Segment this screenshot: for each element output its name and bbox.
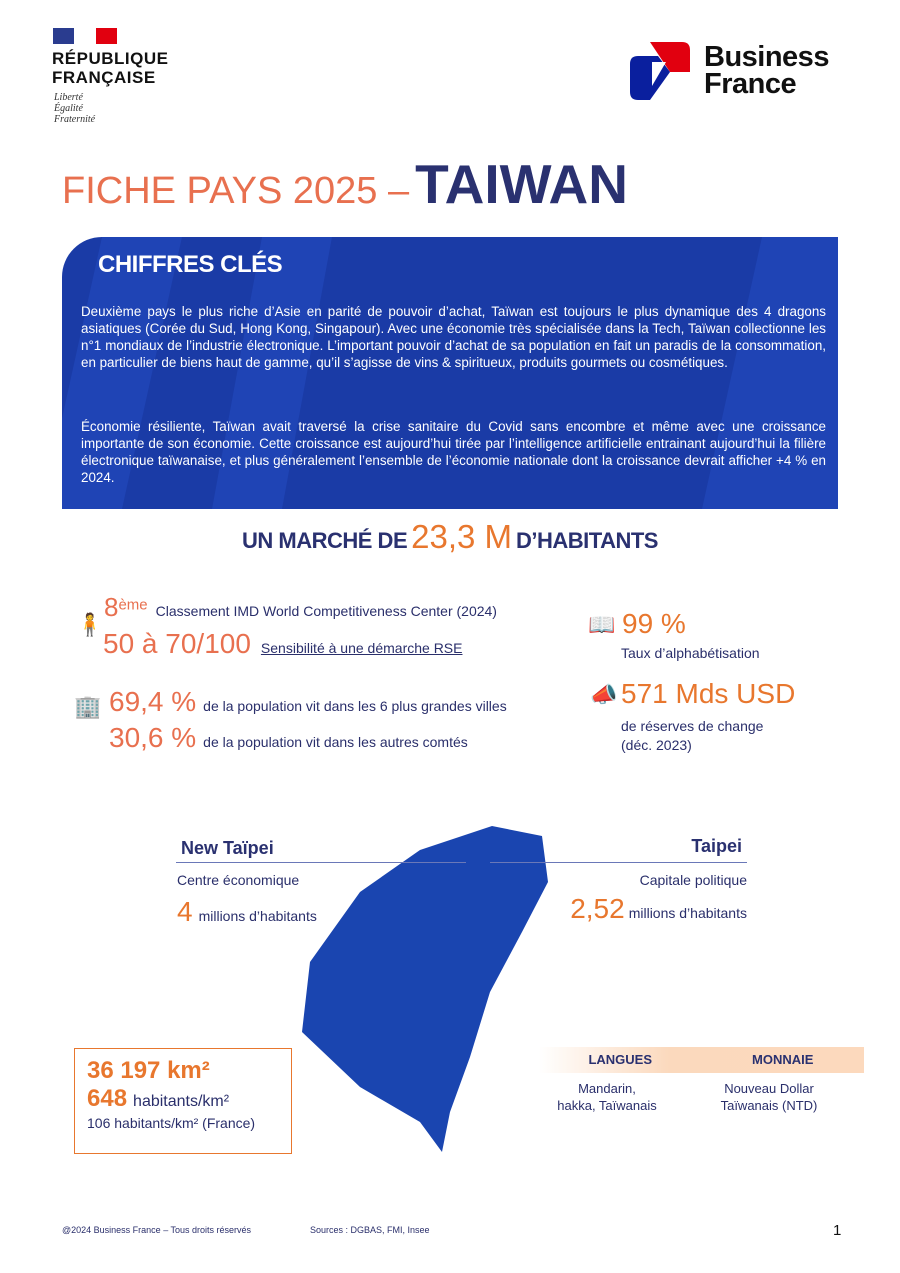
republique-motto: Liberté Égalité Fraternité <box>54 92 96 125</box>
reserves-label: de réserves de change (déc. 2023) <box>621 718 764 753</box>
rank-stat: 8ème Classement IMD World Competitiveness… <box>104 592 497 622</box>
key-figures-paragraph: Deuxième pays le plus riche d’Asie en pa… <box>81 304 826 370</box>
area-box: 36 197 km² 648 habitants/km² 106 habitant… <box>74 1048 292 1154</box>
presenter-icon: 🧍 <box>76 612 104 637</box>
languages-value: Mandarin, hakka, Taïwanais <box>557 1081 657 1113</box>
city-name-new-taipei: New Taïpei <box>181 838 274 858</box>
taiwan-map <box>302 826 548 1152</box>
rse-stat: 50 à 70/100 Sensibilité à une démarche RS… <box>103 628 463 659</box>
key-figures-paragraph: Économie résiliente, Taïwan avait traver… <box>81 419 826 485</box>
decorative-stripes <box>62 237 838 509</box>
literacy-label: Taux d’alphabétisation <box>621 645 760 661</box>
business-france-logo-icon <box>630 42 690 100</box>
currency-value: Nouveau Dollar Taïwanais (NTD) <box>720 1081 818 1113</box>
other-counties-stat: 30,6 % de la population vit dans les autr… <box>109 722 468 753</box>
republique-francaise-logo: RÉPUBLIQUE FRANÇAISE <box>52 49 169 87</box>
city-desc: Capitale politique <box>639 872 747 888</box>
languages-currency-header: LANGUES MONNAIE <box>539 1047 864 1073</box>
page-title: FICHE PAYS 2025 – TAIWAN <box>62 153 628 215</box>
key-figures-heading: CHIFFRES CLÉS <box>98 251 283 278</box>
business-france-wordmark: Business France <box>704 41 829 100</box>
republique-flag-logo <box>53 28 117 44</box>
city-population: 2,52 millions d’habitants <box>570 893 747 924</box>
divider <box>176 862 466 863</box>
footer-copyright: @2024 Business France – Tous droits rése… <box>62 1225 252 1235</box>
footer-sources: Sources : DGBAS, FMI, Insee <box>310 1225 430 1235</box>
key-figures-box: CHIFFRES CLÉS Deuxième pays le plus rich… <box>62 237 838 509</box>
city-desc: Centre économique <box>177 872 300 888</box>
divider <box>490 862 747 863</box>
city-population: 4 millions d’habitants <box>177 896 317 927</box>
literacy-value: 99 % <box>622 608 686 639</box>
reading-person-icon: 📖 <box>588 612 616 637</box>
reserves-value: 571 Mds USD <box>621 678 796 709</box>
megaphone-person-icon: 📣 <box>590 682 618 707</box>
page-number: 1 <box>833 1222 842 1239</box>
city-name-taipei: Taipei <box>691 836 742 856</box>
city-buildings-icon: 🏢 <box>74 694 102 719</box>
market-heading: UN MARCHÉ DE 23,3 M D’HABITANTS <box>242 518 658 555</box>
urban-stat: 69,4 % de la population vit dans les 6 pl… <box>109 686 507 717</box>
